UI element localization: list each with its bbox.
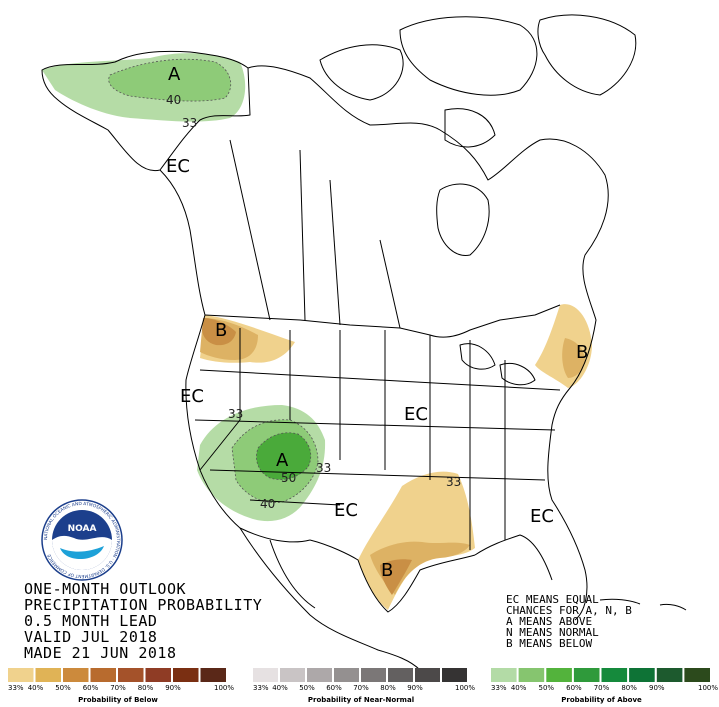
scale-1-tick: 80% [138,684,154,692]
title-line-1: ONE-MONTH OUTLOOK [24,580,186,598]
gulf-below-label: B [381,560,393,581]
scale-1-tick: 33% [8,684,24,692]
scale-2-swatch [280,668,305,682]
scale-3-swatch [573,668,600,682]
alaska-above-label: A [168,64,181,85]
scale-1-tick: 50% [55,684,71,692]
alaska-above-40 [108,59,231,102]
title-block: ONE-MONTH OUTLOOK PRECIPITATION PROBABIL… [24,580,262,662]
scale-2-caption: Probability of Near-Normal [308,696,414,704]
scale-1-swatch [35,668,61,682]
scale-3-tick: 50% [539,684,555,692]
title-line-3: 0.5 MONTH LEAD [24,612,157,630]
scale-3-swatch [684,668,710,682]
se-contour-33-label: 33 [446,475,461,489]
probability-shading [42,53,592,610]
scale-3-tick: 80% [621,684,637,692]
scale-2-swatch [307,668,332,682]
probability-scales: 33% 40% 50% 60% 70% 80% 90% 100%Probability of … [8,668,718,704]
scale-2-tick: 40% [272,684,288,692]
scale-2-swatch [442,668,467,682]
legend-line-3: A MEANS ABOVE [506,615,592,628]
scale-2-tick: 50% [299,684,315,692]
scale-1-swatch [8,668,34,682]
scale-3-swatch [491,668,517,682]
scale-1-tick: 60% [83,684,99,692]
scale-2-swatch [415,668,440,682]
legend-line-5: B MEANS BELOW [506,637,592,650]
legend-line-2: CHANCES FOR A, N, B [506,604,632,617]
ec-north-label: EC [166,156,190,177]
scale-2-swatch [334,668,359,682]
sw-contour-40-label: 40 [260,497,275,511]
boundaries [41,14,687,671]
scale-3-tick: 40% [511,684,527,692]
sw-contour-50-label: 50 [281,471,296,485]
ec-legend-text: EC MEANS EQUAL CHANCES FOR A, N, B A MEA… [506,593,632,650]
scale-1-tick: 40% [28,684,44,692]
scale-1-swatch [200,668,226,682]
scale-3-tick: 90% [649,684,665,692]
scale-1-tick: 90% [165,684,181,692]
scale-1-swatch [63,668,89,682]
title-line-4: VALID JUL 2018 [24,628,157,646]
scale-3-swatch [601,668,628,682]
scale-3-tick: 70% [594,684,610,692]
scale-1-caption: Probability of Below [78,696,158,704]
pnw-below-label: B [215,320,227,341]
scale-1-swatch [145,668,171,682]
legend-line-4: N MEANS NORMAL [506,626,599,639]
scale-1-tick: 70% [110,684,126,692]
scale-2-tick: 33% [253,684,269,692]
title-line-2: PRECIPITATION PROBABILITY [24,596,262,614]
noaa-logo: NOAA NATIONAL OCEANIC AND ATMOSPHERIC AD… [41,499,123,581]
sw-above-label: A [276,450,289,471]
sw-contour-33b-label: 33 [316,461,331,475]
scale-2-tick: 90% [407,684,423,692]
scale-1-tick: 100% [214,684,234,692]
scale-3-swatch [656,668,683,682]
scale-2-tick: 60% [326,684,342,692]
sw-above-50 [256,432,311,480]
scale-2-swatch [253,668,278,682]
title-line-5: MADE 21 JUN 2018 [24,644,177,662]
scale-2-tick: 70% [353,684,369,692]
scale-2: 33% 40% 50% 60% 70% 80% 90% 100% Probability of … [253,668,475,704]
legend-line-1: EC MEANS EQUAL [506,593,599,606]
scale-3: 33% 40% 50% 60% 70% 80% 90% 100% Probability of … [491,668,718,704]
ec-central-label: EC [404,404,428,425]
ec-south-label: EC [334,500,358,521]
gulf-below-33 [358,471,475,610]
map-labels: A 40 33 EC B EC 33 A 50 33 40 EC EC 33 B… [166,64,588,581]
scale-2-swatch [361,668,386,682]
alaska-contour-40-label: 40 [166,93,181,107]
scale-3-swatch [546,668,572,682]
scale-1-swatch [173,668,199,682]
scale-3-swatch [629,668,655,682]
ne-below-label: B [576,342,588,363]
scale-3-tick: 60% [566,684,582,692]
sw-contour-33-label: 33 [228,407,243,421]
scale-1: 33% 40% 50% 60% 70% 80% 90% 100% Probability of … [8,668,234,704]
ec-southeast-label: EC [530,506,554,527]
scale-3-tick: 33% [491,684,507,692]
scale-1-swatch [90,668,116,682]
scale-2-swatch [388,668,413,682]
pnw-below-50 [202,318,236,346]
ec-west-label: EC [180,386,204,407]
gulf-below-50 [380,559,412,595]
scale-1-swatch [118,668,144,682]
ne-below-40 [562,338,585,378]
scale-2-tick: 80% [380,684,396,692]
alaska-contour-33-label: 33 [182,116,197,130]
scale-3-tick: 100% [698,684,718,692]
scale-3-caption: Probability of Above [561,696,642,704]
logo-center-text: NOAA [68,524,97,534]
scale-3-swatch [518,668,545,682]
scale-2-tick: 100% [455,684,475,692]
